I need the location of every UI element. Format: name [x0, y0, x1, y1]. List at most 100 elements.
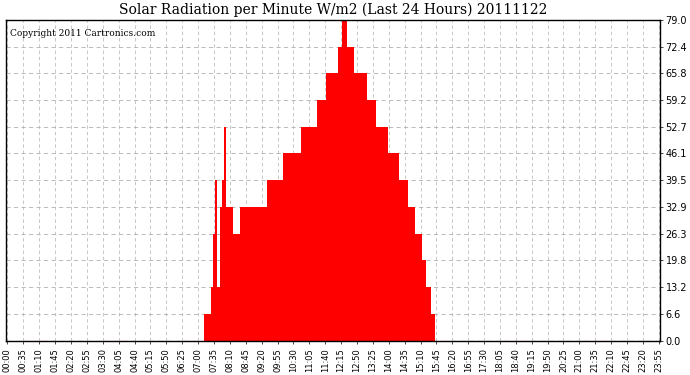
Bar — [310, 126, 313, 340]
Bar — [265, 207, 267, 340]
Bar — [428, 287, 431, 340]
Bar — [326, 74, 328, 340]
Bar — [308, 126, 310, 340]
Bar — [383, 126, 385, 340]
Bar — [349, 46, 351, 340]
Bar — [344, 20, 347, 340]
Bar — [390, 153, 392, 340]
Bar — [358, 74, 360, 340]
Bar — [381, 126, 383, 340]
Bar — [235, 234, 238, 340]
Bar — [240, 207, 242, 340]
Bar — [351, 46, 353, 340]
Bar — [337, 46, 340, 340]
Bar — [315, 126, 317, 340]
Bar — [317, 100, 319, 340]
Bar — [360, 74, 363, 340]
Bar — [270, 180, 272, 340]
Bar — [406, 180, 408, 340]
Bar — [411, 207, 413, 340]
Bar — [420, 234, 422, 340]
Bar — [256, 207, 258, 340]
Bar — [324, 100, 326, 340]
Bar — [281, 180, 283, 340]
Bar — [274, 180, 277, 340]
Bar — [299, 153, 302, 340]
Bar — [342, 20, 344, 340]
Bar — [290, 153, 293, 340]
Bar — [433, 314, 435, 340]
Bar — [356, 74, 358, 340]
Bar — [353, 74, 356, 340]
Bar — [293, 153, 295, 340]
Bar — [206, 314, 208, 340]
Bar — [283, 153, 286, 340]
Bar — [208, 314, 210, 340]
Bar — [288, 153, 290, 340]
Bar — [424, 260, 426, 340]
Bar — [204, 314, 206, 340]
Bar — [426, 287, 428, 340]
Bar — [215, 180, 217, 340]
Bar — [347, 46, 349, 340]
Bar — [254, 207, 256, 340]
Bar — [408, 207, 411, 340]
Bar — [415, 234, 417, 340]
Bar — [286, 153, 288, 340]
Bar — [247, 207, 249, 340]
Bar — [219, 207, 222, 340]
Bar — [267, 180, 270, 340]
Bar — [404, 180, 406, 340]
Bar — [422, 260, 424, 340]
Bar — [279, 180, 281, 340]
Bar — [277, 180, 279, 340]
Title: Solar Radiation per Minute W/m2 (Last 24 Hours) 20111122: Solar Radiation per Minute W/m2 (Last 24… — [119, 3, 547, 17]
Bar — [297, 153, 299, 340]
Bar — [231, 207, 233, 340]
Bar — [369, 100, 372, 340]
Bar — [306, 126, 308, 340]
Bar — [372, 100, 374, 340]
Bar — [340, 46, 342, 340]
Bar — [261, 207, 263, 340]
Bar — [417, 234, 420, 340]
Bar — [229, 207, 231, 340]
Bar — [210, 287, 213, 340]
Bar — [328, 74, 331, 340]
Bar — [333, 74, 335, 340]
Bar — [249, 207, 251, 340]
Bar — [399, 180, 401, 340]
Bar — [363, 74, 365, 340]
Bar — [272, 180, 274, 340]
Bar — [379, 126, 381, 340]
Bar — [388, 153, 390, 340]
Text: Copyright 2011 Cartronics.com: Copyright 2011 Cartronics.com — [10, 29, 155, 38]
Bar — [263, 207, 265, 340]
Bar — [233, 234, 235, 340]
Bar — [335, 74, 337, 340]
Bar — [224, 126, 226, 340]
Bar — [431, 314, 433, 340]
Bar — [376, 126, 379, 340]
Bar — [331, 74, 333, 340]
Bar — [374, 100, 376, 340]
Bar — [213, 234, 215, 340]
Bar — [395, 153, 397, 340]
Bar — [401, 180, 404, 340]
Bar — [251, 207, 254, 340]
Bar — [258, 207, 261, 340]
Bar — [367, 100, 369, 340]
Bar — [313, 126, 315, 340]
Bar — [385, 126, 388, 340]
Bar — [319, 100, 322, 340]
Bar — [238, 234, 240, 340]
Bar — [302, 126, 304, 340]
Bar — [217, 287, 219, 340]
Bar — [392, 153, 395, 340]
Bar — [397, 153, 399, 340]
Bar — [226, 207, 229, 340]
Bar — [304, 126, 306, 340]
Bar — [365, 74, 367, 340]
Bar — [222, 180, 224, 340]
Bar — [242, 207, 245, 340]
